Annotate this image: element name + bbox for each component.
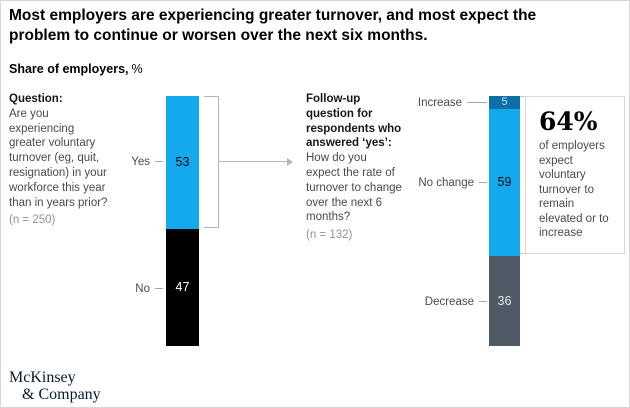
bar-segment-no-change: 59	[489, 108, 520, 256]
callout-value: 64%	[539, 107, 598, 136]
flow-arrow-line	[219, 161, 287, 162]
bar-value-increase: 5	[501, 96, 508, 109]
yes-segment-bracket	[204, 96, 219, 228]
bar-value-decrease: 36	[497, 294, 512, 308]
page-title-line1: Most employers are experiencing greater …	[9, 7, 537, 24]
logo-line2: & Company	[22, 385, 101, 403]
bar-value-yes: 53	[175, 155, 190, 170]
category-label-no-change: No change	[361, 175, 487, 190]
question-left-sample-size: (n = 250)	[9, 214, 56, 227]
question-followup-body: How do you expect the rate of turnover t…	[306, 152, 402, 224]
page-title-line2: problem to continue or worsen over the n…	[9, 27, 428, 44]
question-left-body: Are you experiencing greater voluntary t…	[9, 107, 108, 209]
question-block-followup: Follow-up question for respondents who a…	[306, 92, 403, 243]
question-followup-heading: Follow-up question for respondents who a…	[306, 93, 402, 150]
question-followup-sample-size: (n = 132)	[306, 229, 353, 242]
tick-dash	[479, 301, 487, 302]
callout-description: of employers expect voluntary turnover t…	[539, 140, 609, 239]
question-block-left: Question: Are you experiencing greater v…	[9, 92, 109, 228]
bar-segment-yes: 53	[166, 96, 199, 229]
bar-chart-expected-change: 5 59 36	[489, 96, 520, 346]
bar-segment-increase: 5	[489, 96, 520, 109]
bar-chart-turnover: 53 47	[166, 96, 199, 346]
bar-segment-no: 47	[166, 228, 199, 346]
mckinsey-logo: McKinsey & Company	[9, 369, 101, 403]
tick-dash	[155, 288, 163, 289]
category-label-increase-text: Increase	[417, 96, 462, 109]
category-label-yes: Yes	[101, 154, 163, 169]
category-label-decrease-text: Decrease	[424, 295, 474, 308]
bar-value-no: 47	[175, 280, 190, 295]
page-title: Most employers are experiencing greater …	[9, 6, 623, 46]
category-label-yes-text: Yes	[131, 155, 150, 168]
logo-line1: McKinsey	[9, 369, 76, 386]
bar-segment-decrease: 36	[489, 256, 520, 346]
chart-subtitle-label: Share of employers,	[9, 62, 129, 76]
tick-dash	[155, 161, 163, 162]
question-left-heading: Question:	[9, 93, 63, 105]
chart-subtitle: Share of employers,%	[9, 62, 143, 76]
flow-arrow-head-icon	[287, 158, 293, 166]
callout-connector-top	[520, 96, 526, 97]
bar-value-no-change: 59	[497, 175, 512, 190]
chart-subtitle-unit: %	[131, 62, 143, 76]
tick-dash	[479, 182, 487, 183]
category-label-no: No	[101, 281, 163, 296]
category-label-decrease: Decrease	[361, 294, 487, 309]
category-label-increase: Increase	[361, 95, 487, 110]
tick-dash	[467, 102, 487, 103]
callout-connector-bottom	[520, 253, 526, 254]
category-label-no-change-text: No change	[418, 176, 474, 189]
category-label-no-text: No	[135, 282, 150, 295]
callout-box: 64% of employers expect voluntary turnov…	[525, 96, 625, 254]
